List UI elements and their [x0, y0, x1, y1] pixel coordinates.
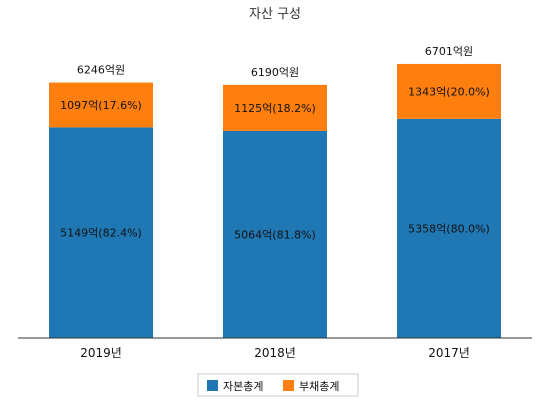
total-label-2: 6701억원 [425, 45, 473, 58]
bar-liability-1 [223, 84, 327, 131]
bar-equity-2 [397, 118, 501, 338]
legend-box [197, 373, 359, 397]
bar-liability-0 [49, 82, 153, 128]
bars-group: 5149억(82.4%) 1097억(17.6%) 6246억원 5064억(81.8… [49, 45, 501, 338]
total-label-1: 6190억원 [251, 66, 299, 79]
legend-swatch-equity [207, 380, 218, 391]
legend-label-equity: 자본총계 [223, 380, 263, 393]
legend-swatch-liability [283, 380, 294, 391]
bar-label-liability-2: 1343억(20.0%) [408, 85, 490, 98]
category-label-1: 2018년 [254, 346, 296, 360]
bar-liability-2 [397, 63, 501, 119]
bar-label-liability-1: 1125억(18.2%) [234, 102, 316, 115]
legend-label-liability: 부채총계 [299, 380, 339, 393]
total-label-0: 6246억원 [77, 64, 125, 77]
bar-equity-0 [49, 127, 153, 338]
category-labels: 2019년 2018년 2017년 [80, 346, 470, 360]
category-label-2: 2017년 [428, 346, 470, 360]
bar-label-equity-2: 5358억(80.0%) [408, 222, 490, 235]
bar-label-liability-0: 1097억(17.6%) [60, 99, 142, 112]
category-label-0: 2019년 [80, 346, 122, 360]
bar-equity-1 [223, 130, 327, 338]
chart-title: 자산 구성 [249, 7, 301, 22]
bar-label-equity-1: 5064억(81.8%) [234, 228, 316, 241]
legend: 자본총계 부채총계 [197, 373, 359, 397]
bar-label-equity-0: 5149억(82.4%) [60, 227, 142, 240]
